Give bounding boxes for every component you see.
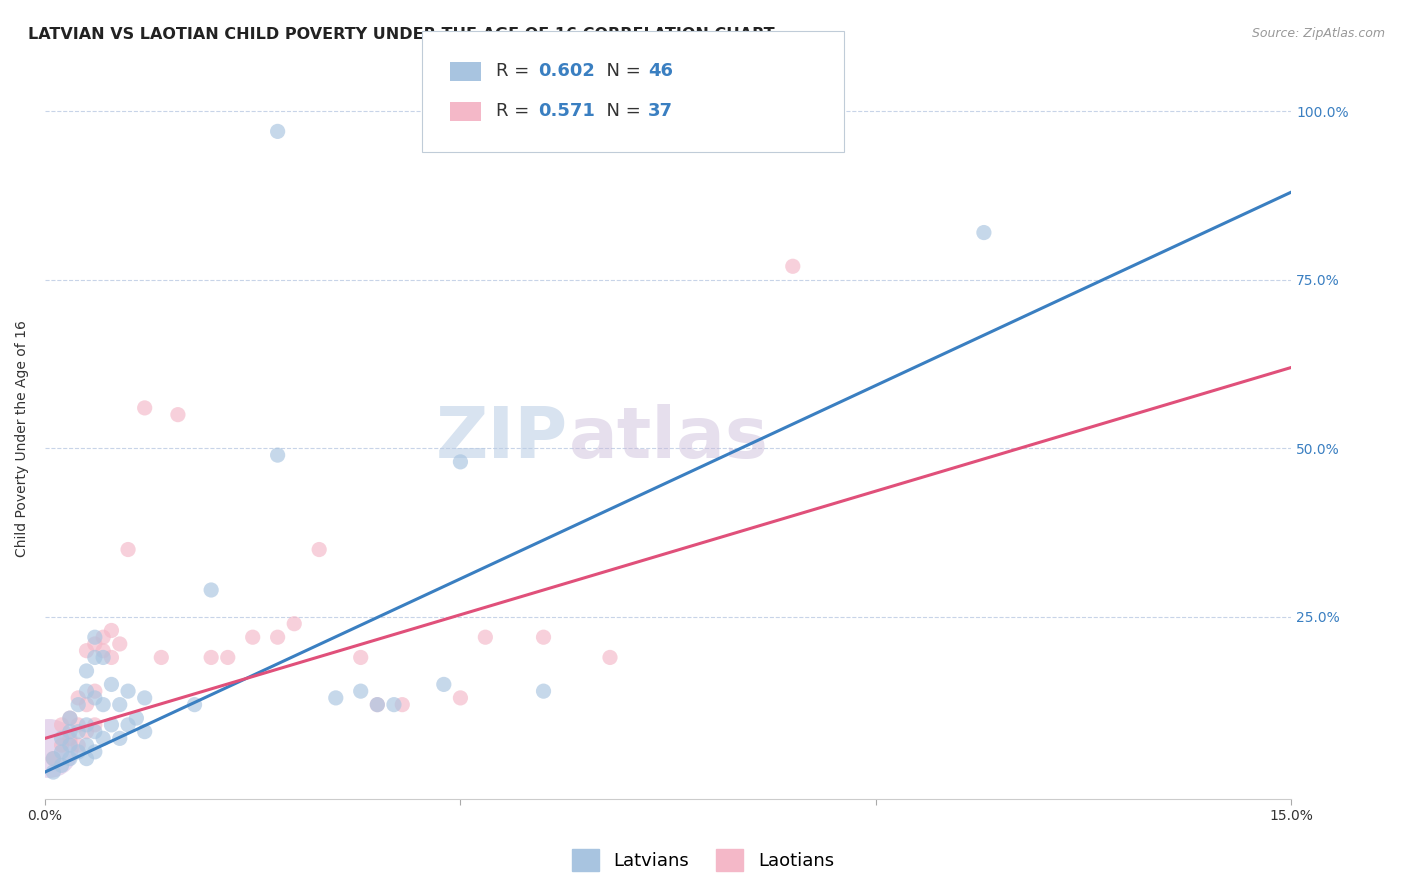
Point <box>100 718 122 732</box>
Point <box>350 650 373 665</box>
Point <box>217 650 239 665</box>
Y-axis label: Child Poverty Under the Age of 16: Child Poverty Under the Age of 16 <box>15 320 30 557</box>
Point <box>782 260 804 274</box>
Point <box>100 677 122 691</box>
Point <box>266 630 288 644</box>
Point <box>366 698 388 712</box>
Point <box>67 718 90 732</box>
Point <box>117 684 139 698</box>
Point <box>51 738 73 752</box>
Point <box>76 738 98 752</box>
Point <box>150 650 173 665</box>
Point <box>325 690 347 705</box>
Point <box>91 630 114 644</box>
Point <box>76 643 98 657</box>
Point <box>100 624 122 638</box>
Point <box>91 643 114 657</box>
Point <box>59 724 82 739</box>
Point <box>51 758 73 772</box>
Text: 0.571: 0.571 <box>538 103 595 120</box>
Point <box>91 731 114 746</box>
Point <box>266 124 288 138</box>
Point <box>67 690 90 705</box>
Point <box>474 630 496 644</box>
Point <box>117 542 139 557</box>
Text: 0.602: 0.602 <box>538 62 595 80</box>
Text: atlas: atlas <box>568 404 768 473</box>
Point <box>382 698 405 712</box>
Point <box>76 684 98 698</box>
Point <box>599 650 621 665</box>
Point <box>533 684 555 698</box>
Point <box>51 718 73 732</box>
Point <box>38 741 60 756</box>
Point <box>76 724 98 739</box>
Point <box>59 731 82 746</box>
Point <box>76 718 98 732</box>
Point <box>200 582 222 597</box>
Point <box>67 738 90 752</box>
Point <box>91 698 114 712</box>
Point <box>108 731 131 746</box>
Point <box>449 690 471 705</box>
Point <box>183 698 205 712</box>
Point <box>76 664 98 678</box>
Point <box>42 751 65 765</box>
Point <box>67 698 90 712</box>
Text: R =: R = <box>496 103 536 120</box>
Point <box>108 698 131 712</box>
Text: Source: ZipAtlas.com: Source: ZipAtlas.com <box>1251 27 1385 40</box>
Point <box>51 731 73 746</box>
Point <box>51 745 73 759</box>
Point <box>42 751 65 765</box>
Point <box>973 226 995 240</box>
Point <box>308 542 330 557</box>
Text: N =: N = <box>595 103 647 120</box>
Point <box>366 698 388 712</box>
Point <box>42 765 65 780</box>
Point <box>59 738 82 752</box>
Point <box>83 718 105 732</box>
Point <box>134 690 156 705</box>
Point <box>100 650 122 665</box>
Point <box>83 637 105 651</box>
Point <box>76 751 98 765</box>
Point <box>200 650 222 665</box>
Point <box>283 616 305 631</box>
Point <box>391 698 413 712</box>
Point <box>134 724 156 739</box>
Point <box>266 448 288 462</box>
Text: 46: 46 <box>648 62 673 80</box>
Point <box>242 630 264 644</box>
Point <box>125 711 148 725</box>
Point <box>59 711 82 725</box>
Point <box>117 718 139 732</box>
Point <box>433 677 456 691</box>
Point <box>167 408 190 422</box>
Point <box>67 724 90 739</box>
Point <box>67 745 90 759</box>
Text: R =: R = <box>496 62 536 80</box>
Point <box>533 630 555 644</box>
Point <box>83 724 105 739</box>
Text: 37: 37 <box>648 103 673 120</box>
Point <box>91 650 114 665</box>
Legend: Latvians, Laotians: Latvians, Laotians <box>565 842 841 879</box>
Point <box>76 698 98 712</box>
Point <box>83 745 105 759</box>
Point <box>59 711 82 725</box>
Point <box>449 455 471 469</box>
Point <box>83 690 105 705</box>
Point <box>83 630 105 644</box>
Text: N =: N = <box>595 62 647 80</box>
Text: LATVIAN VS LAOTIAN CHILD POVERTY UNDER THE AGE OF 16 CORRELATION CHART: LATVIAN VS LAOTIAN CHILD POVERTY UNDER T… <box>28 27 775 42</box>
Text: ZIP: ZIP <box>436 404 568 473</box>
Point <box>83 684 105 698</box>
Point <box>108 637 131 651</box>
Point <box>350 684 373 698</box>
Point <box>134 401 156 415</box>
Point <box>59 751 82 765</box>
Point <box>83 650 105 665</box>
